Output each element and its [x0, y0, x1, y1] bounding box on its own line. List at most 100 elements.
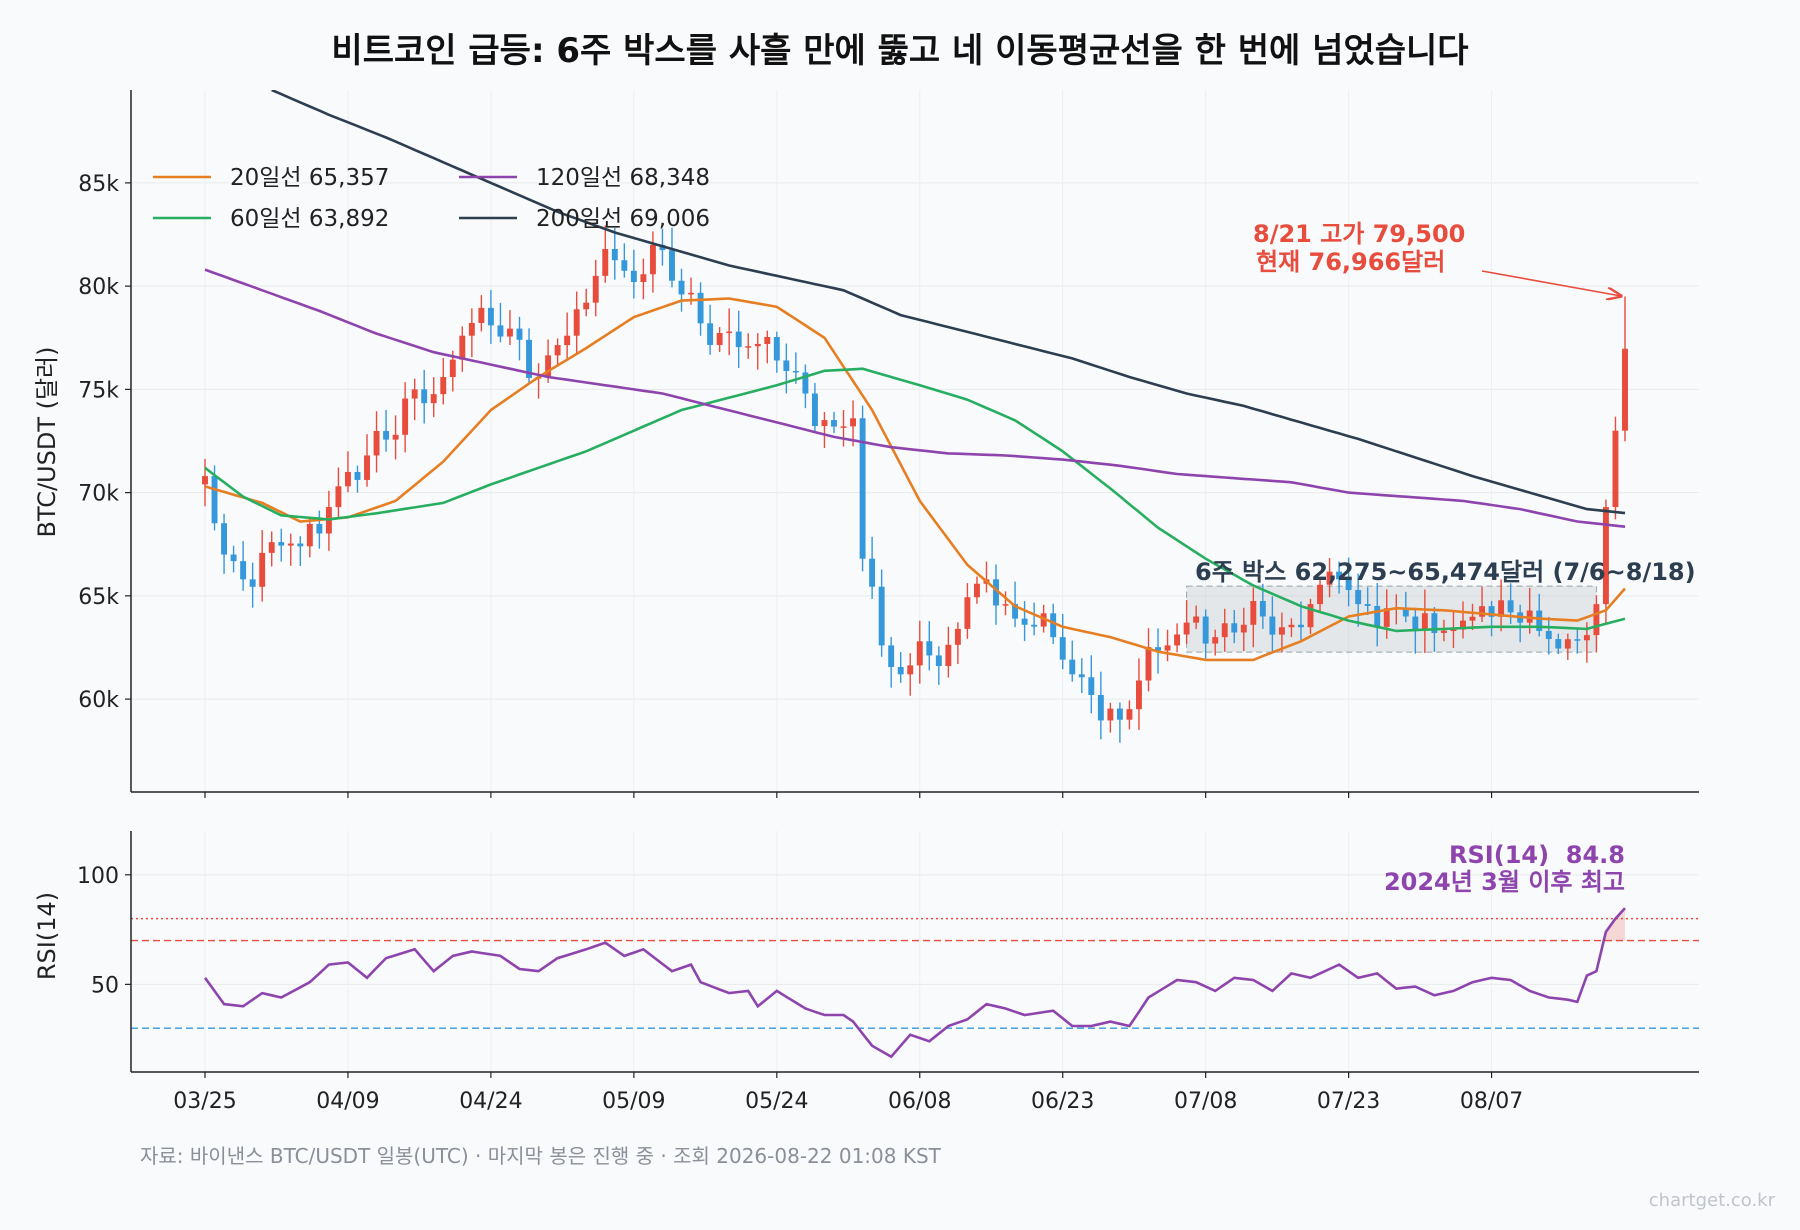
candle-body: [1450, 629, 1457, 632]
candle-body: [545, 355, 552, 377]
candle-body: [811, 393, 818, 427]
candle-body: [1269, 616, 1276, 635]
x-tick-label: 06/23: [1031, 1089, 1094, 1114]
candle-body: [1050, 613, 1057, 638]
candle-body: [487, 307, 494, 326]
candle-body: [240, 561, 247, 580]
candle-body: [1078, 674, 1085, 678]
candle-body: [526, 339, 532, 378]
x-tick-label: 06/08: [888, 1089, 951, 1114]
candle-body: [850, 418, 857, 427]
candle-body: [1612, 430, 1619, 508]
candle-body: [1021, 618, 1028, 625]
x-tick-label: 08/07: [1460, 1089, 1523, 1114]
candle-body: [745, 346, 752, 348]
candle-body: [1536, 610, 1543, 631]
candle-body: [1326, 571, 1333, 585]
candle-body: [1069, 659, 1076, 675]
candle-body: [916, 641, 923, 666]
candle-body: [1298, 624, 1304, 628]
candle-body: [1602, 507, 1609, 605]
candle-body: [678, 280, 685, 295]
candle-body: [1364, 604, 1371, 606]
source-note: 자료: 바이낸스 BTC/USDT 일봉(UTC) · 마지막 봉은 진행 중 …: [140, 1144, 942, 1168]
price-y-tick-label: 60k: [78, 688, 119, 713]
candle-body: [1440, 630, 1447, 634]
candle-body: [1202, 616, 1209, 644]
candle-body: [1059, 637, 1066, 660]
candle-body: [640, 274, 647, 283]
candle-body: [1174, 634, 1181, 646]
candle-body: [707, 323, 714, 345]
candle-body: [973, 583, 980, 598]
price-axes: 60k 65k 70k 75k 80k 85k: [78, 90, 1699, 798]
candle-body: [430, 394, 437, 404]
candle-body: [316, 523, 323, 534]
x-tick-label: 04/24: [459, 1089, 522, 1114]
ma20-line: [204, 297, 1626, 662]
watermark: chartget.co.kr: [1649, 1190, 1776, 1211]
candle-body: [1507, 600, 1514, 613]
candle-body: [344, 471, 351, 487]
candle-body: [888, 645, 895, 668]
candle-body: [792, 370, 799, 373]
candle-body: [669, 250, 675, 281]
candle-body: [716, 333, 723, 345]
candle-body: [926, 641, 933, 656]
candle-body: [373, 430, 380, 456]
candle-body: [1031, 624, 1038, 627]
candle-body: [649, 244, 656, 275]
candle-body: [1193, 616, 1200, 623]
candle-body: [1431, 613, 1438, 634]
candle-body: [1307, 604, 1314, 628]
candle-body: [1136, 680, 1142, 710]
candle-body: [935, 655, 942, 667]
high-annotation-line1: 8/21 고가 79,500: [1253, 220, 1465, 248]
candle-body: [954, 628, 961, 645]
rsi-annotation-line2: 2024년 3월 이후 최고: [1384, 868, 1625, 896]
candle-body: [478, 307, 485, 323]
ma60-line: [204, 367, 1626, 633]
candle-body: [402, 398, 409, 435]
candle-body: [1545, 630, 1552, 640]
candle-body: [564, 335, 571, 346]
high-annotation-line2: 현재 76,966달러: [1256, 248, 1445, 276]
candle-body: [287, 543, 294, 546]
candle-body: [878, 586, 885, 646]
candle-body: [1212, 637, 1219, 644]
price-gridlines: [131, 90, 1699, 792]
x-tick-label: 07/08: [1174, 1089, 1237, 1114]
candle-body: [783, 360, 790, 371]
price-y-tick-label: 70k: [78, 482, 119, 507]
x-tick-label: 04/09: [316, 1089, 379, 1114]
candle-body: [840, 426, 847, 428]
candle-body: [859, 418, 866, 559]
candle-body: [1412, 616, 1419, 631]
candle-body: [1355, 590, 1362, 605]
candle-body: [497, 325, 504, 337]
x-tick-label: 07/23: [1317, 1089, 1380, 1114]
legend-label-ma20: 20일선 65,357: [230, 165, 389, 191]
candle-body: [1555, 639, 1562, 649]
legend-label-ma200: 200일선 69,006: [536, 206, 710, 232]
candle-body: [306, 523, 313, 547]
ma120-line: [204, 268, 1626, 528]
candle-body: [1116, 708, 1123, 720]
candle-body: [1145, 647, 1152, 681]
candle-body: [1593, 604, 1600, 636]
candle-body: [697, 292, 704, 324]
chart-title: 비트코인 급등: 6주 박스를 사흘 만에 뚫고 네 이동평균선을 한 번에 넘…: [331, 31, 1468, 71]
candle-body: [449, 359, 456, 377]
candle-body: [611, 248, 618, 261]
legend-label-ma60: 60일선 63,892: [230, 206, 389, 232]
candle-body: [621, 260, 628, 271]
box-label: 6주 박스 62,275~65,474달러 (7/6~8/18): [1195, 558, 1696, 586]
candle-body: [221, 523, 228, 555]
candle-body: [688, 292, 694, 295]
candle-body: [507, 328, 513, 337]
candle-body: [440, 376, 447, 395]
x-axis: 03/25 04/09 04/24 05/09 05/24 06/08 06/23 07/08…: [173, 1072, 1523, 1114]
candle-body: [411, 389, 418, 399]
candle-body: [1240, 624, 1247, 633]
candle-body: [1107, 708, 1114, 721]
